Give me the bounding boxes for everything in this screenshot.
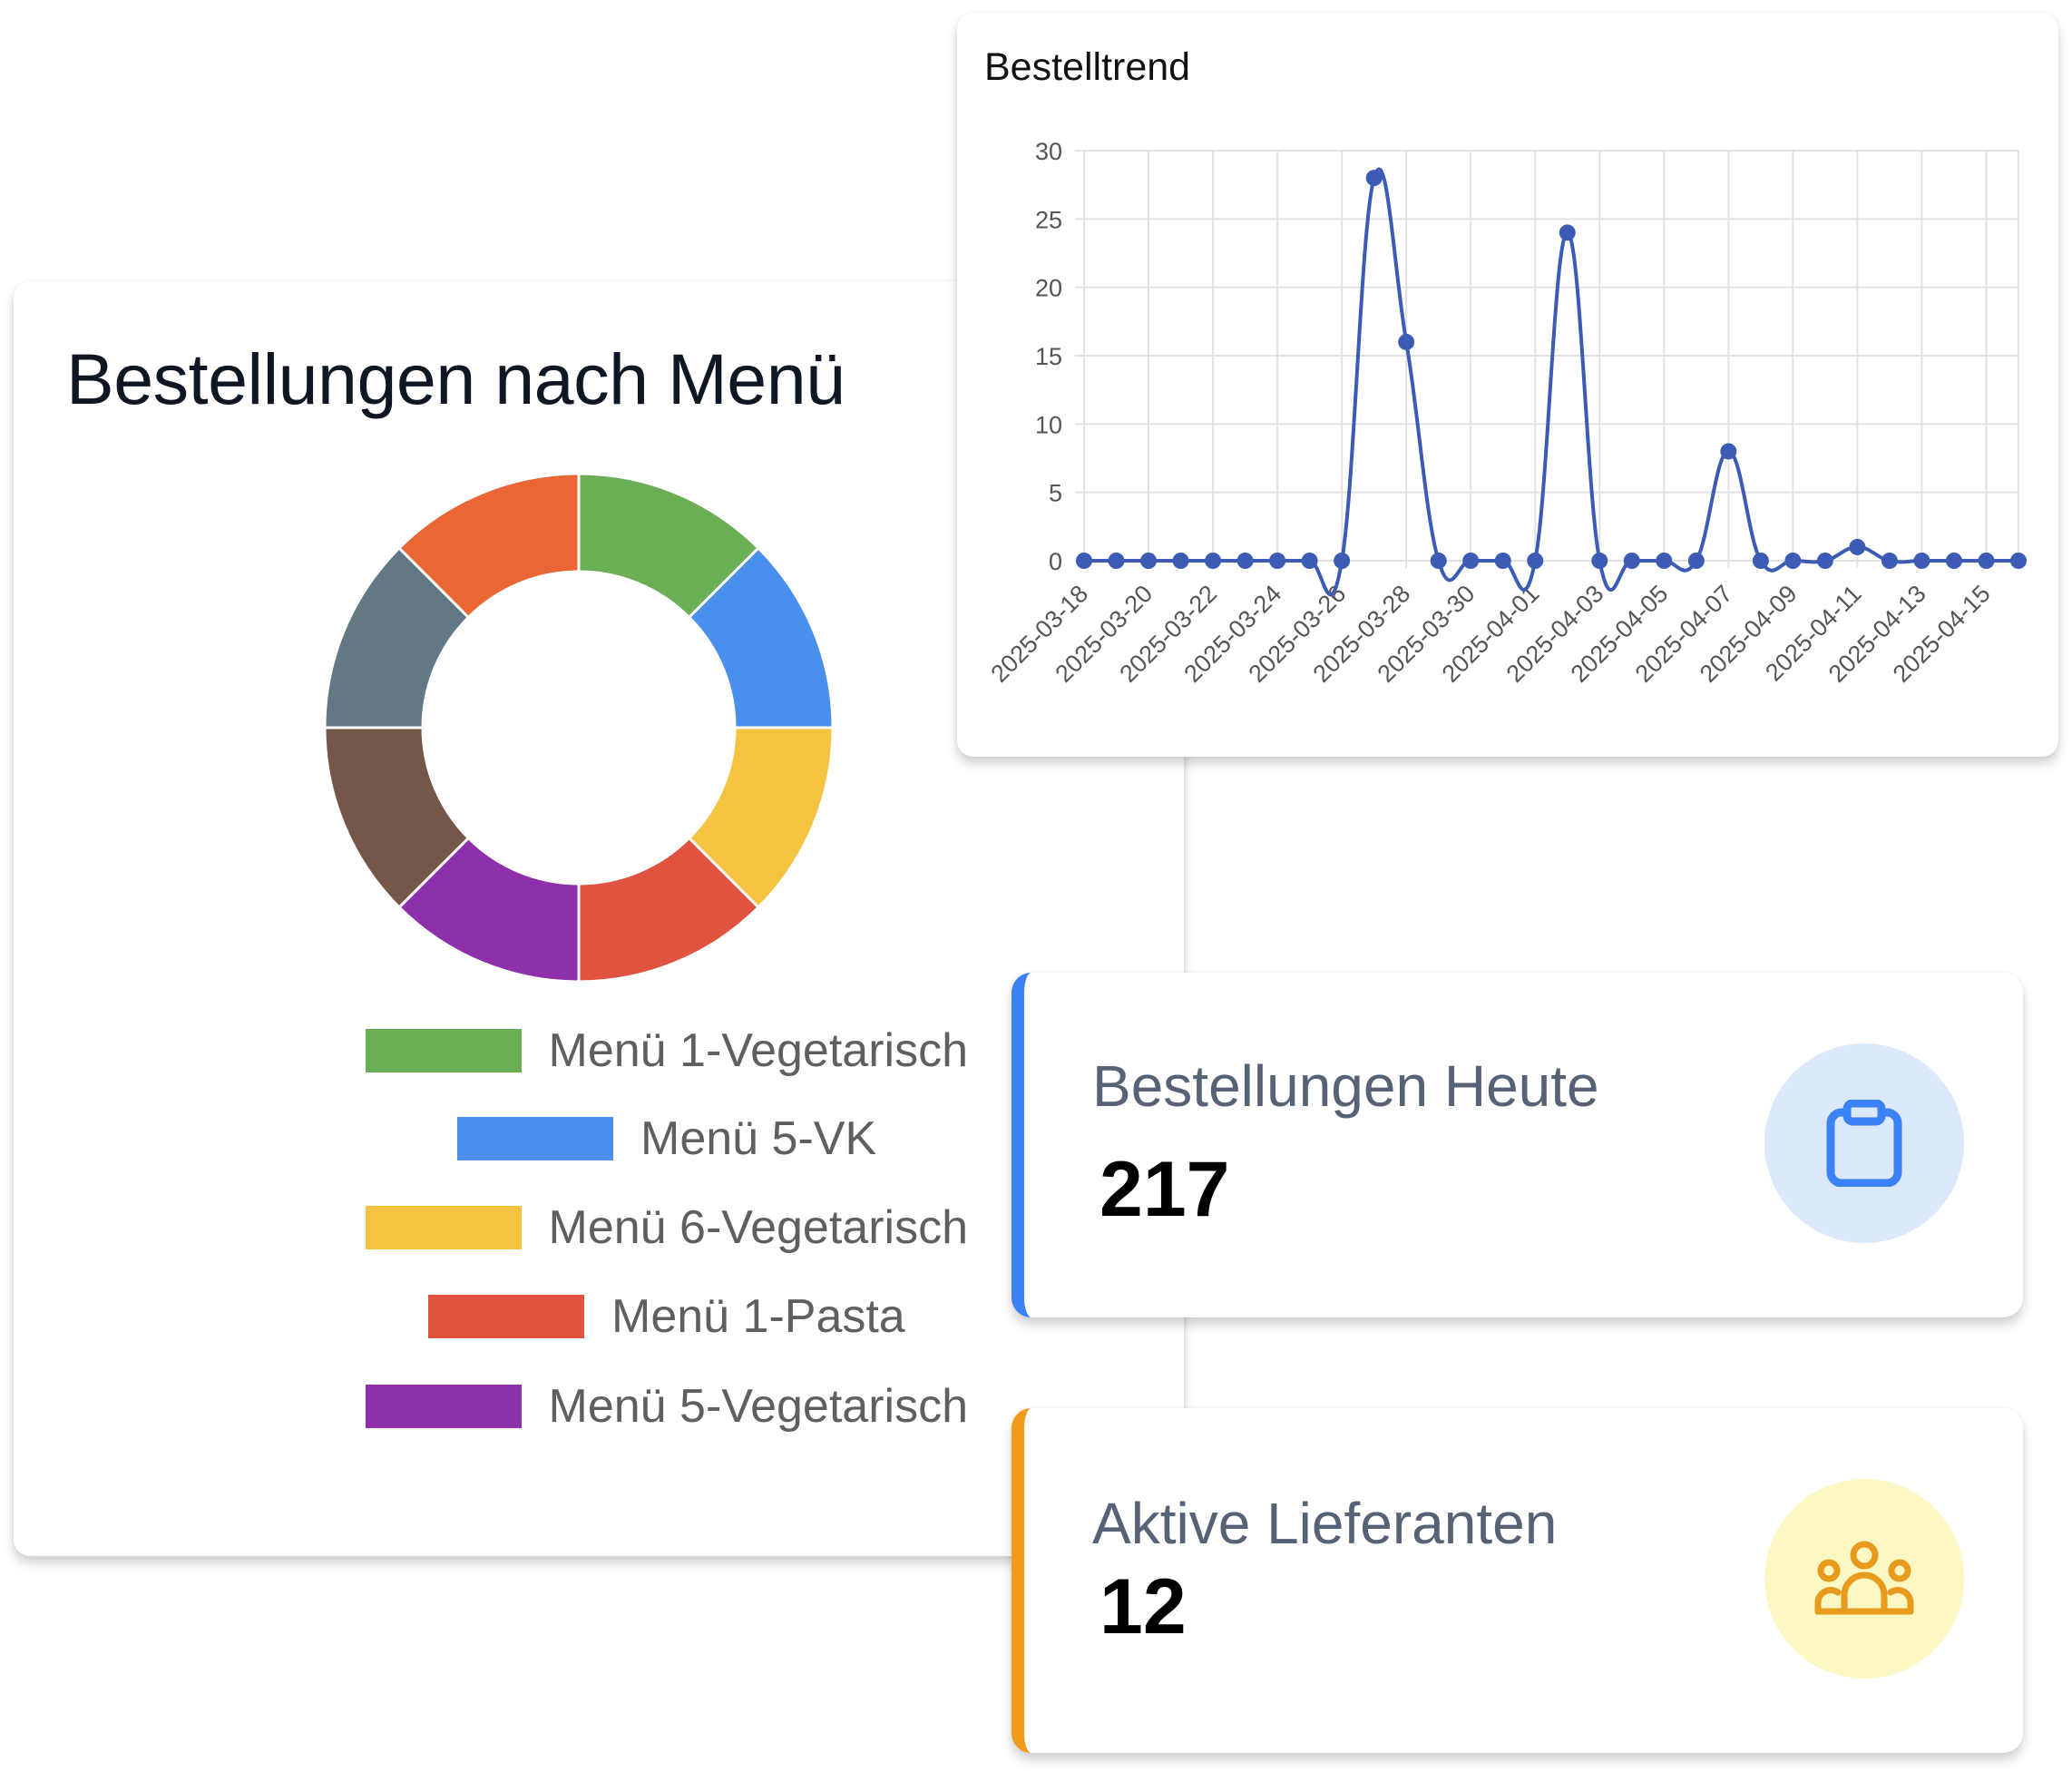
data-point[interactable] — [1172, 553, 1189, 569]
legend-swatch — [365, 1206, 522, 1249]
user-group-icon — [1814, 1541, 1914, 1615]
legend-label: Menü 1-Pasta — [611, 1290, 905, 1343]
orders-today-value: 217 — [1100, 1146, 1230, 1233]
data-point[interactable] — [1076, 553, 1092, 569]
data-point[interactable] — [1945, 553, 1962, 569]
y-tick-label: 25 — [1035, 206, 1062, 233]
legend-label: Menü 6-Vegetarisch — [548, 1201, 969, 1254]
data-point[interactable] — [1334, 553, 1351, 569]
data-point[interactable] — [1462, 553, 1480, 569]
active-suppliers-label: Aktive Lieferanten — [1092, 1491, 1558, 1556]
menu-orders-title: Bestellungen nach Menü — [66, 338, 845, 419]
donut-slice[interactable] — [396, 472, 581, 620]
legend-label: Menü 1-Vegetarisch — [548, 1024, 969, 1077]
data-point[interactable] — [1108, 553, 1125, 569]
legend-item[interactable]: Menü 1-Vegetarisch — [14, 1023, 1184, 1078]
order-trend-card: Bestelltrend 0 5 10 15 20 25 30 2025-03-18 2025-… — [957, 13, 2058, 757]
data-point[interactable] — [1623, 553, 1640, 569]
legend-swatch — [365, 1029, 522, 1072]
data-point[interactable] — [1591, 553, 1608, 569]
orders-today-icon-badge — [1764, 1043, 1964, 1243]
data-point[interactable] — [1430, 553, 1447, 569]
data-point[interactable] — [2010, 553, 2027, 569]
data-point[interactable] — [1720, 443, 1737, 460]
legend-swatch — [365, 1385, 522, 1428]
data-point[interactable] — [1205, 553, 1222, 569]
legend-item[interactable]: Menü 5-VK — [14, 1111, 1184, 1166]
active-suppliers-value: 12 — [1100, 1563, 1187, 1650]
data-point[interactable] — [1656, 553, 1673, 569]
y-tick-label: 30 — [1035, 138, 1062, 165]
data-point[interactable] — [1301, 553, 1318, 569]
data-point[interactable] — [1978, 553, 1995, 569]
active-suppliers-icon-badge — [1764, 1479, 1964, 1679]
y-tick-label: 15 — [1035, 343, 1062, 370]
data-point[interactable] — [1140, 553, 1158, 569]
series-line — [1084, 167, 2018, 597]
menu-orders-card: Bestellungen nach Menü Menü 1-Vegetarisc… — [14, 281, 1184, 1556]
legend-item[interactable]: Menü 1-Pasta — [14, 1289, 1184, 1344]
data-point[interactable] — [1784, 553, 1802, 569]
order-trend-title: Bestelltrend — [984, 45, 1191, 89]
y-tick-label: 0 — [1049, 548, 1062, 575]
data-point[interactable] — [1881, 553, 1898, 569]
data-point[interactable] — [1752, 553, 1769, 569]
y-tick-label: 5 — [1049, 480, 1062, 507]
data-point[interactable] — [1687, 553, 1705, 569]
legend-item[interactable]: Menü 6-Vegetarisch — [14, 1200, 1184, 1255]
data-point[interactable] — [1913, 553, 1930, 569]
orders-today-card[interactable]: Bestellungen Heute 217 — [1012, 973, 2023, 1317]
data-point[interactable] — [1236, 553, 1254, 569]
orders-today-label: Bestellungen Heute — [1092, 1053, 1599, 1119]
clipboard-icon — [1826, 1100, 1902, 1187]
data-point[interactable] — [1494, 553, 1511, 569]
order-trend-line-chart: 0510152025302025-03-182025-03-202025-03-… — [985, 138, 2027, 688]
data-point[interactable] — [1527, 553, 1544, 569]
data-point[interactable] — [1398, 333, 1415, 350]
legend-item[interactable]: Menü 5-Vegetarisch — [14, 1379, 1184, 1434]
y-tick-label: 20 — [1035, 275, 1062, 302]
data-point[interactable] — [1559, 224, 1576, 241]
data-point[interactable] — [1816, 553, 1833, 569]
legend-label: Menü 5-VK — [640, 1112, 877, 1165]
menu-orders-donut-chart — [323, 472, 835, 984]
data-point[interactable] — [1269, 553, 1286, 569]
y-tick-label: 10 — [1035, 411, 1062, 438]
legend-swatch — [457, 1117, 613, 1160]
data-point[interactable] — [1365, 170, 1383, 187]
data-point[interactable] — [1849, 538, 1866, 555]
legend-label: Menü 5-Vegetarisch — [548, 1380, 969, 1433]
legend-swatch — [428, 1295, 584, 1338]
active-suppliers-card[interactable]: Aktive Lieferanten 12 — [1012, 1408, 2023, 1753]
